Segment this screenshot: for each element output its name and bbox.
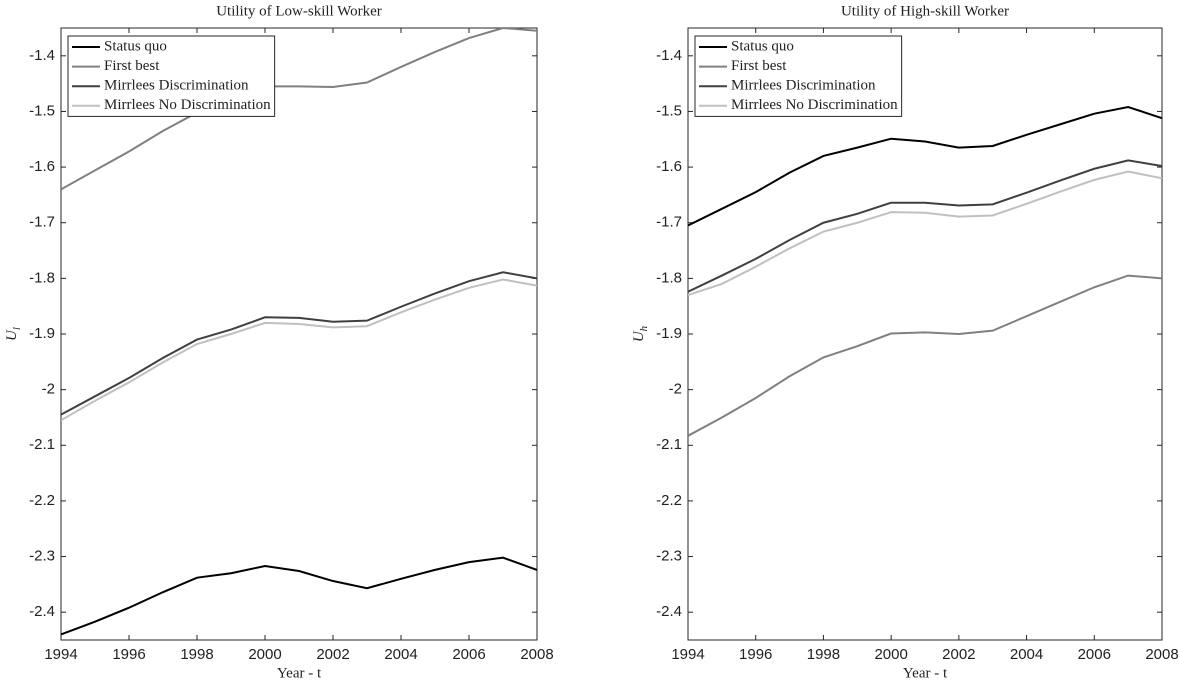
series-line <box>688 170 1162 297</box>
x-tick-label: 2004 <box>384 646 417 663</box>
x-tick-label: 2002 <box>316 646 349 663</box>
legend-box <box>694 35 903 117</box>
y-tick-label: -2.1 <box>29 436 55 453</box>
y-tick-label: -1.6 <box>656 158 682 175</box>
legend-label: Status quo <box>104 38 167 54</box>
series-line <box>688 105 1162 227</box>
x-axis-label: Year - t <box>903 665 948 681</box>
y-tick-label: -2.2 <box>656 492 682 509</box>
y-tick-label: -2 <box>669 381 682 398</box>
y-tick-label: -2 <box>42 381 55 398</box>
y-tick-label: -2.1 <box>656 436 682 453</box>
x-tick-label: 1994 <box>44 646 77 663</box>
chart-title: Utility of Low-skill Worker <box>216 3 382 19</box>
x-tick-label: 2006 <box>452 646 485 663</box>
series-line <box>61 271 537 416</box>
x-tick-label: 2000 <box>874 646 907 663</box>
y-axis-label-main: U <box>4 329 20 341</box>
y-axis-label: Ul <box>4 327 22 341</box>
x-tick-label: 1994 <box>671 646 704 663</box>
x-tick-label: 1998 <box>807 646 840 663</box>
y-tick-label: -1.8 <box>29 269 55 286</box>
chart-title: Utility of High-skill Worker <box>841 3 1009 19</box>
legend-label: Status quo <box>731 38 794 54</box>
y-tick-label: -1.7 <box>656 214 682 231</box>
series-line <box>688 274 1162 437</box>
x-tick-label: 2000 <box>248 646 281 663</box>
legend-label: Mirrlees Discrimination <box>104 78 249 94</box>
legend-box <box>67 35 276 117</box>
y-tick-label: -1.9 <box>29 325 55 342</box>
y-tick-label: -1.5 <box>656 102 682 119</box>
y-axis-label-subscript: h <box>638 325 650 331</box>
x-axis-label: Year - t <box>277 665 322 681</box>
x-tick-label: 1998 <box>180 646 213 663</box>
y-tick-label: -1.7 <box>29 214 55 231</box>
series-line <box>61 278 537 422</box>
plot-frame <box>60 27 538 641</box>
legend-label: Mirrlees Discrimination <box>731 78 876 94</box>
x-tick-label: 2006 <box>1078 646 1111 663</box>
x-tick-label: 1996 <box>112 646 145 663</box>
y-tick-label: -1.9 <box>656 325 682 342</box>
legend: Status quo First best Mirrlees Discriminat… <box>694 35 903 117</box>
x-tick-label: 2004 <box>1010 646 1043 663</box>
legend-label: Mirrlees No Discrimination <box>104 97 271 113</box>
y-tick-label: -2.3 <box>29 548 55 565</box>
series-line <box>61 28 537 191</box>
x-tick-label: 2008 <box>1145 646 1178 663</box>
y-tick-label: -2.4 <box>656 603 682 620</box>
y-tick-label: -1.6 <box>29 158 55 175</box>
x-tick-label: 2002 <box>942 646 975 663</box>
y-tick-label: -1.4 <box>656 47 682 64</box>
y-tick-label: -1.5 <box>29 102 55 119</box>
x-tick-label: 2008 <box>520 646 553 663</box>
series-line <box>688 159 1162 293</box>
y-tick-label: -2.2 <box>29 492 55 509</box>
series-line <box>61 556 537 636</box>
y-tick-label: -2.4 <box>29 603 55 620</box>
plot-frame <box>687 27 1163 641</box>
y-tick-label: -1.4 <box>29 47 55 64</box>
x-tick-label: 1996 <box>739 646 772 663</box>
y-tick-label: -1.8 <box>656 269 682 286</box>
y-tick-label: -2.3 <box>656 548 682 565</box>
legend: Status quo First best Mirrlees Discriminat… <box>67 35 276 117</box>
legend-label: First best <box>731 58 787 74</box>
y-axis-label: Uh <box>631 325 649 342</box>
y-axis-label-subscript: l <box>11 327 23 330</box>
y-axis-label-main: U <box>631 330 647 342</box>
legend-label: Mirrlees No Discrimination <box>731 97 898 113</box>
legend-label: First best <box>104 58 160 74</box>
